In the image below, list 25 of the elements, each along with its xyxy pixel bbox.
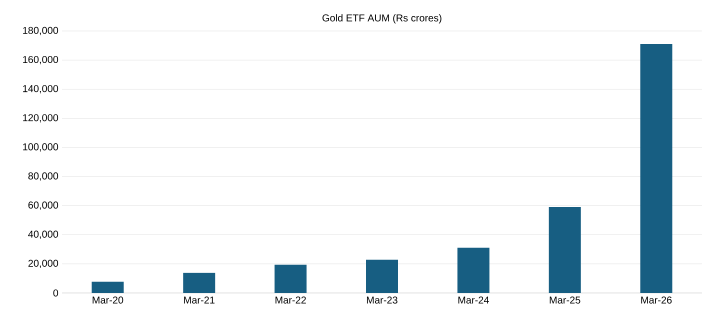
x-tick-label: Mar-20 <box>92 296 124 304</box>
x-tick-label: Mar-22 <box>276 296 306 304</box>
y-tick-label: 100,000 <box>23 143 58 152</box>
y-tick-label: 20,000 <box>28 260 58 268</box>
bar <box>274 264 307 293</box>
y-tick-label: 120,000 <box>23 114 58 122</box>
x-tick-label: Mar-23 <box>366 296 398 304</box>
y-tick-label: 160,000 <box>23 56 58 64</box>
x-tick-label: Mar-25 <box>550 296 580 304</box>
y-tick-label: 180,000 <box>23 26 58 36</box>
bar <box>366 260 398 293</box>
y-tick-label: 40,000 <box>28 230 58 239</box>
bar <box>92 282 124 293</box>
x-tick-label: Mar-21 <box>184 296 214 304</box>
x-tick-label: Mar-26 <box>641 296 672 304</box>
bar <box>640 44 672 293</box>
y-tick-label: 60,000 <box>28 202 58 210</box>
bar <box>457 248 490 293</box>
x-tick-label: Mar-24 <box>458 296 489 304</box>
y-tick-label: 0 <box>53 289 58 297</box>
y-tick-label: 80,000 <box>28 172 58 181</box>
y-tick-label: 140,000 <box>23 85 58 94</box>
chart-title: Gold ETF AUM (Rs crores) <box>322 14 442 24</box>
bar <box>548 206 581 293</box>
bar <box>183 272 216 293</box>
